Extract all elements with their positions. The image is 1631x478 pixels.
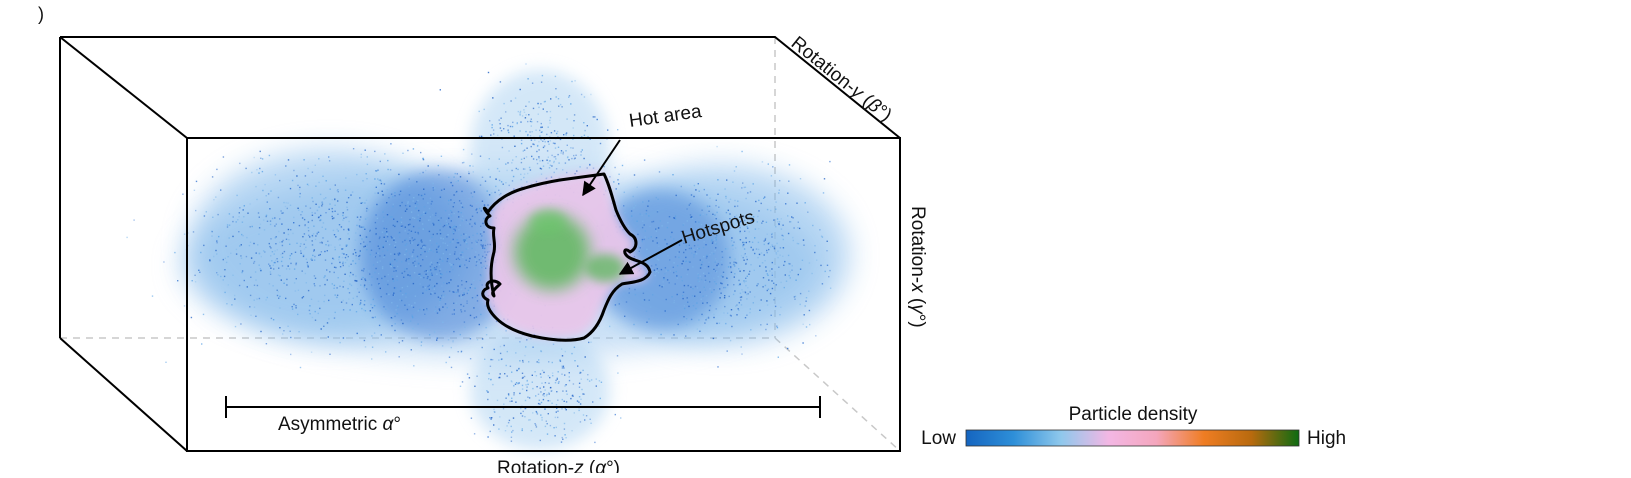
particle-cloud xyxy=(126,63,850,450)
hidden-depth-edge xyxy=(774,337,901,452)
colorbar-legend: Particle density Low High xyxy=(921,404,1346,449)
box-top-back-edge xyxy=(60,36,901,139)
hot-area-region xyxy=(481,170,652,342)
box-bottom-left-depth-edge xyxy=(59,337,188,452)
cloud-bottom-plume xyxy=(470,330,610,450)
rotation-x-label: Rotation-x (γ°) xyxy=(907,206,928,328)
box-front-face xyxy=(186,137,901,452)
colorbar-low-label: Low xyxy=(921,428,956,449)
box-outline xyxy=(59,36,901,452)
hotspot-right xyxy=(585,254,625,282)
panel-label: ) xyxy=(38,4,44,24)
hotspots-arrow xyxy=(618,239,683,275)
hotspot-top xyxy=(530,210,566,234)
hotspot-main xyxy=(514,214,590,290)
particle-speckles xyxy=(126,63,832,444)
cloud-dense-left xyxy=(360,170,520,340)
hot-area-label: Hot area xyxy=(628,101,704,132)
colorbar-bar xyxy=(965,429,1300,447)
asymmetric-scale-bar xyxy=(225,396,821,418)
rotation-z-label: Rotation-z (α°) xyxy=(497,458,620,473)
asymmetric-label: Asymmetric α° xyxy=(278,414,401,435)
colorbar-high-label: High xyxy=(1307,428,1346,449)
colorbar-title: Particle density xyxy=(1069,404,1198,425)
hot-area-arrow xyxy=(582,139,621,197)
box-top-left-depth-edge xyxy=(59,36,188,139)
cloud-dense-right xyxy=(590,190,730,330)
rotation-y-label: Rotation-y (β°) xyxy=(787,33,896,127)
hot-area-outline xyxy=(481,172,652,342)
